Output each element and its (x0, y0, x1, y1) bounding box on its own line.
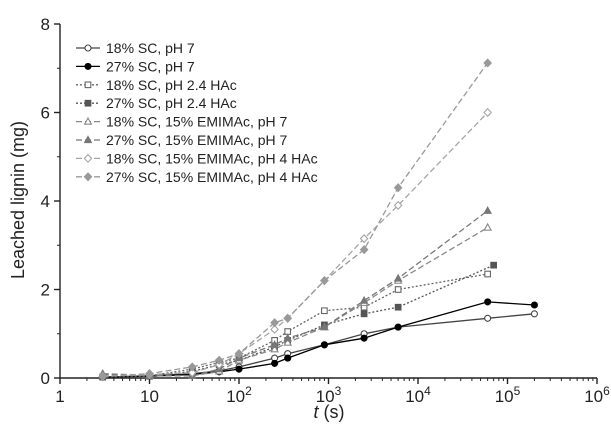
data-point (284, 354, 292, 362)
data-point (234, 349, 244, 359)
data-point (187, 362, 197, 372)
data-point (283, 313, 293, 323)
legend-marker (83, 116, 93, 125)
x-tick-label: 102 (226, 384, 252, 406)
y-tick-label: 6 (41, 104, 50, 123)
data-point (483, 58, 493, 68)
legend-label: 27% SC, 15% EMIMAc, pH 4 HAc (106, 169, 318, 185)
x-tick-label: 106 (584, 384, 610, 406)
y-tick-label: 8 (41, 15, 50, 34)
data-point (320, 341, 328, 349)
data-point (270, 324, 279, 334)
y-tick-label: 0 (41, 369, 50, 388)
legend-marker (84, 62, 92, 70)
data-point (394, 323, 402, 331)
data-point (483, 205, 492, 214)
legend: 18% SC, pH 7 27% SC, pH 7 18% SC, pH 2.4 H… (76, 40, 318, 185)
data-point (394, 303, 402, 311)
legend-item-8: 27% SC, 15% EMIMAc, pH 4 HAc (76, 169, 318, 185)
data-point (360, 310, 368, 318)
data-point (283, 333, 293, 342)
legend-marker (84, 44, 92, 52)
data-point (393, 200, 403, 211)
y-tick-label: 4 (41, 192, 50, 211)
legend-label: 18% SC, pH 2.4 HAc (106, 77, 237, 93)
series-line (102, 313, 535, 378)
data-point (530, 301, 538, 309)
series-line (102, 273, 488, 378)
legend-label: 27% SC, pH 2.4 HAc (106, 95, 237, 111)
data-point (359, 234, 369, 244)
legend-label: 27% SC, 15% EMIMAc, pH 7 (106, 132, 288, 148)
data-point (530, 310, 538, 318)
legend-marker (84, 99, 92, 107)
data-point (359, 295, 369, 304)
y-axis-title: Leached lignin (mg) (8, 121, 28, 279)
data-point (270, 344, 279, 353)
x-tick-label: 10 (140, 387, 159, 406)
y-tick-label: 2 (41, 281, 50, 300)
data-point (187, 368, 197, 378)
x-tick-label: 1 (55, 387, 64, 406)
data-point (360, 334, 368, 342)
legend-item-1: 18% SC, pH 7 (76, 40, 195, 56)
data-point (283, 337, 293, 346)
x-tick-label: 103 (316, 384, 342, 406)
series-line (102, 210, 488, 377)
legend-marker (83, 135, 93, 144)
series-3 (99, 270, 491, 381)
data-point (320, 322, 329, 331)
data-point (235, 365, 243, 373)
series-layer (98, 58, 538, 382)
data-point (393, 183, 403, 193)
x-tick-label: 105 (495, 384, 521, 406)
data-point (321, 307, 328, 315)
data-point (320, 276, 329, 286)
data-point (484, 314, 492, 322)
legend-marker (84, 81, 92, 89)
legend-marker (83, 172, 93, 182)
legend-label: 18% SC, pH 7 (106, 40, 195, 56)
x-tick-label: 104 (405, 384, 431, 406)
data-point (98, 372, 108, 382)
data-point (484, 298, 492, 306)
data-point (484, 270, 491, 278)
legend-label: 27% SC, pH 7 (106, 58, 195, 74)
data-point (270, 340, 279, 348)
series-line (102, 264, 494, 378)
series-4 (99, 261, 497, 381)
series-line (102, 301, 535, 378)
series-8 (98, 58, 493, 382)
x-axis-title-unit: (s) (319, 402, 345, 422)
legend-item-7: 18% SC, 15% EMIMAc, pH 4 HAc (76, 150, 318, 166)
legend-item-5: 18% SC, 15% EMIMAc, pH 7 (76, 114, 288, 130)
legend-label: 18% SC, 15% EMIMAc, pH 4 HAc (106, 150, 318, 166)
legend-item-4: 27% SC, pH 2.4 HAc (76, 95, 237, 111)
data-point (483, 222, 492, 231)
series-6 (98, 205, 492, 379)
data-point (145, 368, 154, 379)
x-axis-title: t (s) (313, 402, 344, 422)
data-point (394, 286, 402, 293)
series-1 (99, 310, 538, 381)
legend-marker (83, 153, 93, 163)
series-line (102, 227, 488, 377)
legend-item-2: 27% SC, pH 7 (76, 58, 195, 74)
data-point (271, 359, 279, 367)
x-axis-title-symbol: t (313, 402, 319, 422)
data-point (214, 355, 224, 365)
data-point (490, 261, 497, 269)
data-point (359, 245, 369, 255)
legend-item-6: 27% SC, 15% EMIMAc, pH 7 (76, 132, 288, 148)
data-point (393, 273, 403, 282)
series-2 (99, 298, 538, 381)
legend-item-3: 18% SC, pH 2.4 HAc (76, 77, 237, 93)
legend-label: 18% SC, 15% EMIMAc, pH 7 (106, 114, 288, 130)
data-point (483, 107, 493, 118)
data-point (270, 318, 279, 328)
